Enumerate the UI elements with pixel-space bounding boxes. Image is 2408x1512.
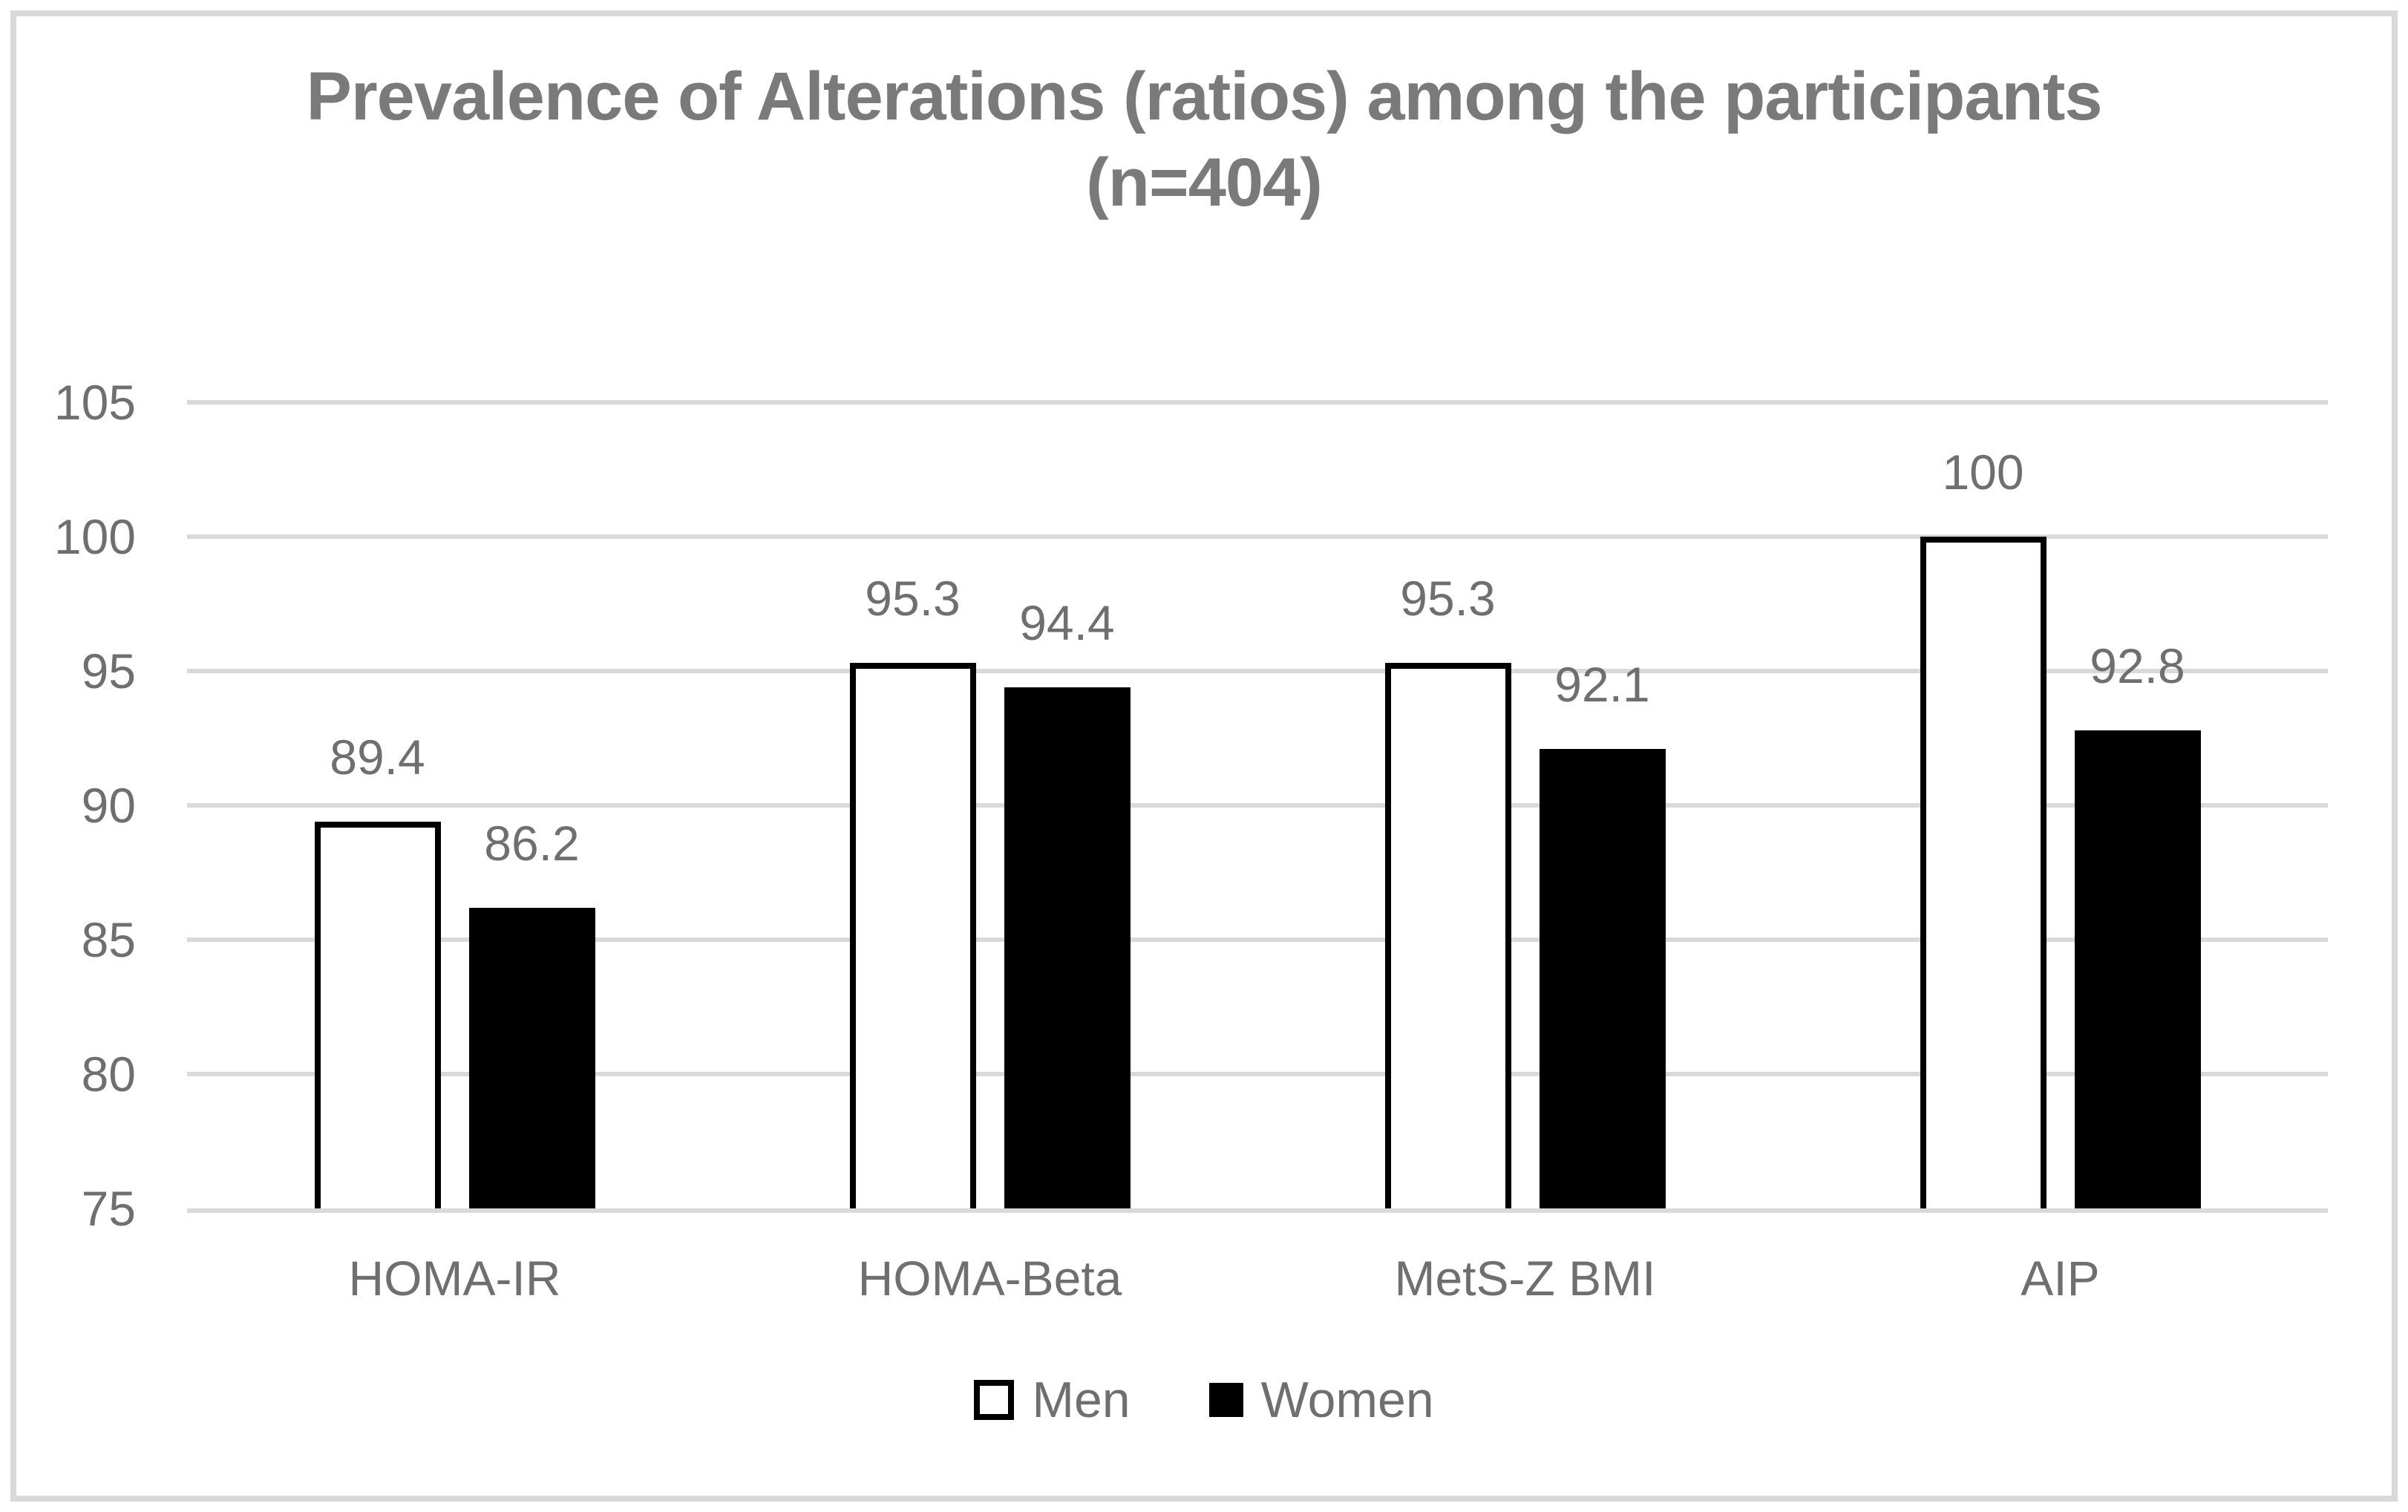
bar-men-mets-z-bmi <box>1384 663 1511 1208</box>
legend-item-men: Men <box>974 1372 1131 1428</box>
gridline-105 <box>187 400 2328 405</box>
y-tick-label-95: 95 <box>81 644 136 698</box>
gridline-80 <box>187 1072 2328 1076</box>
bar-men-aip <box>1920 537 2047 1208</box>
legend: Men Women <box>0 1373 2408 1427</box>
gridline-100 <box>187 534 2328 539</box>
bar-women-mets-z-bmi <box>1539 748 1666 1208</box>
bar-men-homa-ir <box>314 821 441 1208</box>
x-category-label-aip: AIP <box>2021 1251 2100 1306</box>
bar-value-label-men-homa-ir: 89.4 <box>330 729 425 785</box>
y-tick-label-105: 105 <box>53 375 136 430</box>
gridline-75 <box>187 1208 2328 1213</box>
y-tick-label-85: 85 <box>81 912 136 967</box>
bar-value-label-men-mets-z-bmi: 95.3 <box>1400 571 1496 626</box>
bar-women-aip <box>2074 730 2201 1208</box>
bar-men-homa-beta <box>849 663 976 1208</box>
legend-label-men: Men <box>1032 1372 1131 1428</box>
legend-swatch-men <box>974 1380 1015 1420</box>
y-tick-label-90: 90 <box>81 778 136 833</box>
x-category-label-homa-beta: HOMA-Beta <box>857 1251 1122 1306</box>
y-tick-label-80: 80 <box>81 1047 136 1102</box>
bar-women-homa-beta <box>1004 687 1131 1208</box>
bar-value-label-men-homa-beta: 95.3 <box>865 571 961 626</box>
legend-label-women: Women <box>1260 1372 1434 1428</box>
chart-title-line2: (n=404) <box>1086 145 1323 220</box>
bar-value-label-women-homa-beta: 94.4 <box>1019 595 1115 650</box>
gridline-95 <box>187 669 2328 673</box>
x-category-label-mets-z-bmi: MetS-Z BMI <box>1394 1251 1656 1306</box>
bar-value-label-women-aip: 92.8 <box>2090 638 2185 693</box>
bar-value-label-men-aip: 100 <box>1942 445 2024 500</box>
x-category-label-homa-ir: HOMA-IR <box>348 1251 561 1306</box>
bar-value-label-women-homa-ir: 86.2 <box>484 815 580 871</box>
legend-item-women: Women <box>1208 1372 1434 1428</box>
bar-value-label-women-mets-z-bmi: 92.1 <box>1554 656 1650 712</box>
chart-title: Prevalence of Alterations (ratios) among… <box>0 53 2408 226</box>
chart-title-line1: Prevalence of Alterations (ratios) among… <box>306 59 2102 134</box>
y-tick-label-100: 100 <box>53 509 136 564</box>
bar-women-homa-ir <box>468 907 595 1208</box>
y-tick-label-75: 75 <box>81 1181 136 1236</box>
gridline-85 <box>187 937 2328 942</box>
gridline-90 <box>187 803 2328 808</box>
legend-swatch-women <box>1208 1383 1243 1417</box>
